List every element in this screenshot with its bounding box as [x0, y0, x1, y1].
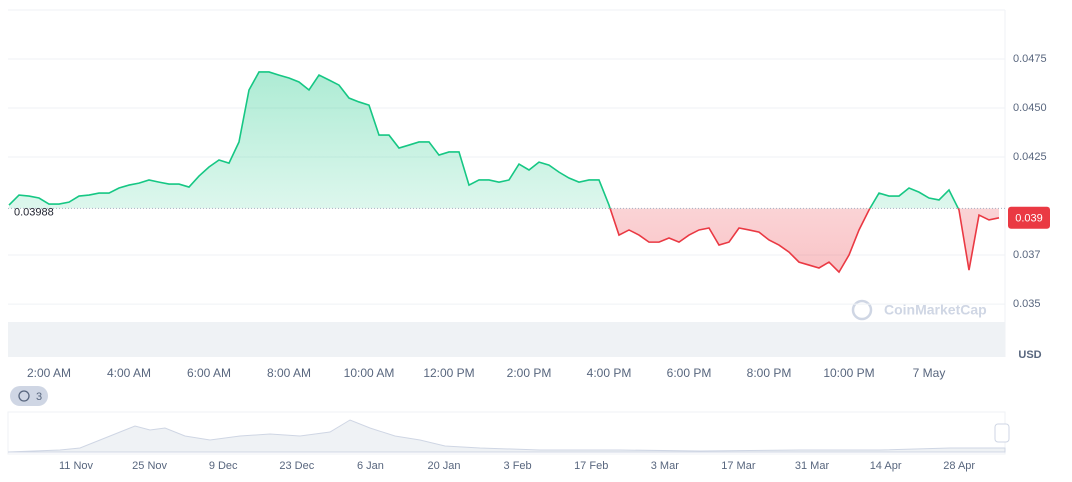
- volume-area: [8, 322, 1005, 357]
- navigator-label: 20 Jan: [427, 460, 460, 472]
- x-tick-label: 6:00 AM: [187, 366, 231, 380]
- price-tag-label: 0.039: [1015, 213, 1043, 225]
- x-tick-label: 8:00 PM: [747, 366, 792, 380]
- navigator-label: 3 Feb: [504, 460, 532, 472]
- navigator-label: 31 Mar: [795, 460, 830, 472]
- y-tick-label: 0.0450: [1013, 102, 1047, 114]
- navigator-label: 17 Mar: [721, 460, 756, 472]
- navigator-label: 23 Dec: [279, 460, 314, 472]
- x-tick-label: 12:00 PM: [423, 366, 474, 380]
- x-tick-label: 2:00 AM: [27, 366, 71, 380]
- baseline-label: 0.03988: [14, 206, 54, 218]
- navigator-label: 25 Nov: [132, 460, 167, 472]
- navigator-label: 9 Dec: [209, 460, 238, 472]
- navigator-handle[interactable]: [994, 423, 1010, 443]
- x-tick-label: 8:00 AM: [267, 366, 311, 380]
- price-tag: [1008, 206, 1050, 229]
- watermark-logo: [851, 299, 873, 321]
- history-icon: [18, 390, 30, 402]
- y-tick-label: 0.037: [1013, 249, 1041, 261]
- x-tick-label: 7 May: [913, 366, 946, 380]
- x-tick-label: 4:00 AM: [107, 366, 151, 380]
- x-tick-label: 10:00 PM: [823, 366, 874, 380]
- currency-label: USD: [1018, 349, 1041, 361]
- x-tick-label: 6:00 PM: [667, 366, 712, 380]
- y-tick-label: 0.0475: [1013, 53, 1047, 65]
- y-tick-label: 0.0425: [1013, 151, 1047, 163]
- navigator-label: 28 Apr: [943, 460, 975, 472]
- navigator-area: [7, 419, 1006, 453]
- price-line-down: [609, 208, 1000, 274]
- navigator-label: 3 Mar: [651, 460, 679, 472]
- area-down: [9, 208, 999, 273]
- navigator-label: 14 Apr: [870, 460, 902, 472]
- navigator-label: 6 Jan: [357, 460, 384, 472]
- x-tick-label: 4:00 PM: [587, 366, 632, 380]
- navigator-label: 11 Nov: [59, 460, 94, 472]
- x-tick-label: 10:00 AM: [344, 366, 395, 380]
- y-tick-label: 0.035: [1013, 298, 1041, 310]
- history-count: 3: [36, 391, 42, 403]
- x-tick-label: 2:00 PM: [507, 366, 552, 380]
- navigator-label: 17 Feb: [574, 460, 608, 472]
- watermark: CoinMarketCap: [884, 302, 987, 318]
- price-line-up: [8, 71, 960, 209]
